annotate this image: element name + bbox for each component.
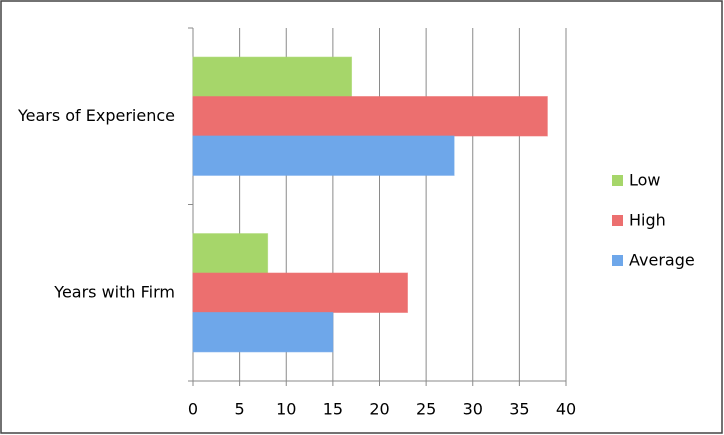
- legend-label: Low: [629, 171, 661, 190]
- x-tick-label: 15: [323, 400, 343, 419]
- x-tick-label: 5: [235, 400, 245, 419]
- legend-swatch: [612, 215, 623, 226]
- bar: [192, 233, 269, 274]
- bar: [192, 272, 408, 313]
- legend-swatch: [612, 175, 623, 186]
- x-tick-label: 35: [509, 400, 529, 419]
- x-tick-label: 30: [463, 400, 483, 419]
- x-tick-label: 10: [276, 400, 296, 419]
- bar: [192, 135, 455, 176]
- bar: [192, 96, 548, 137]
- bar: [192, 56, 353, 98]
- x-tick-label: 25: [416, 400, 436, 419]
- x-tick-label: 20: [369, 400, 389, 419]
- legend-swatch: [612, 255, 623, 266]
- y-tick-label: Years of Experience: [17, 106, 175, 125]
- legend-label: Average: [629, 251, 695, 270]
- x-tick-label: 40: [556, 400, 576, 419]
- x-tick-label: 0: [188, 400, 198, 419]
- bar: [192, 311, 334, 353]
- y-tick-label: Years with Firm: [53, 282, 175, 301]
- legend-label: High: [629, 211, 666, 230]
